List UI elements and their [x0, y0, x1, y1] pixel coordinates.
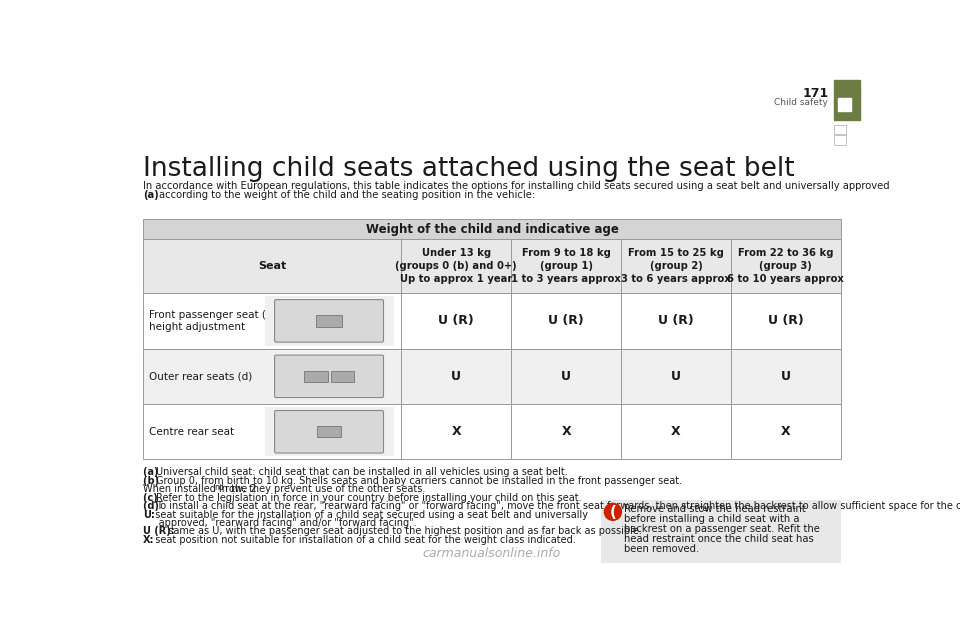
Bar — [601, 500, 841, 563]
Text: From 15 to 25 kg
(group 2)
3 to 6 years approx: From 15 to 25 kg (group 2) 3 to 6 years … — [621, 248, 731, 284]
Text: been removed.: been removed. — [624, 544, 699, 554]
Bar — [265, 407, 394, 456]
Text: From 22 to 36 kg
(group 3)
6 to 10 years approx: From 22 to 36 kg (group 3) 6 to 10 years… — [728, 248, 844, 284]
Text: (b): (b) — [143, 476, 163, 486]
Bar — [731, 293, 841, 349]
Bar — [316, 315, 343, 327]
Bar — [318, 426, 341, 437]
Text: Centre rear seat: Centre rear seat — [150, 427, 234, 436]
Text: nd: nd — [214, 483, 225, 492]
Bar — [401, 293, 511, 349]
Text: carmanualsonline.info: carmanualsonline.info — [422, 547, 562, 561]
Text: (d): (d) — [143, 501, 162, 511]
Text: X: X — [451, 425, 461, 438]
Text: Under 13 kg
(groups 0 (b) and 0+)
Up to approx 1 year: Under 13 kg (groups 0 (b) and 0+) Up to … — [396, 248, 517, 284]
Text: 171: 171 — [803, 87, 828, 100]
Text: U (R): U (R) — [548, 314, 584, 328]
Text: Front passenger seat (c) with
height adjustment: Front passenger seat (c) with height adj… — [150, 310, 301, 332]
Bar — [265, 296, 394, 346]
Bar — [511, 349, 621, 404]
Text: Child safety: Child safety — [775, 99, 828, 108]
Bar — [401, 404, 511, 460]
Bar — [621, 239, 731, 293]
Text: From 9 to 18 kg
(group 1)
1 to 3 years approx: From 9 to 18 kg (group 1) 1 to 3 years a… — [511, 248, 621, 284]
FancyBboxPatch shape — [275, 300, 383, 342]
Text: according to the weight of the child and the seating position in the vehicle:: according to the weight of the child and… — [158, 190, 535, 200]
Text: Group 0, from birth to 10 kg. Shells seats and baby carriers cannot be installed: Group 0, from birth to 10 kg. Shells sea… — [156, 476, 682, 486]
Bar — [511, 239, 621, 293]
Text: Weight of the child and indicative age: Weight of the child and indicative age — [366, 223, 618, 236]
Bar — [731, 404, 841, 460]
Text: X: X — [562, 425, 571, 438]
Bar — [834, 125, 846, 134]
Text: (a): (a) — [143, 190, 159, 200]
Bar — [621, 293, 731, 349]
Text: X:: X: — [143, 535, 155, 545]
Text: U (R): U (R) — [439, 314, 474, 328]
Text: approved, "rearward facing" and/or "forward facing".: approved, "rearward facing" and/or "forw… — [143, 518, 417, 528]
Text: same as U, with the passenger seat adjusted to the highest position and as far b: same as U, with the passenger seat adjus… — [162, 527, 641, 536]
Text: Universal child seat: child seat that can be installed in all vehicles using a s: Universal child seat: child seat that ca… — [156, 467, 567, 477]
FancyBboxPatch shape — [275, 355, 383, 397]
Bar — [401, 239, 511, 293]
Text: seat position not suitable for installation of a child seat for the weight class: seat position not suitable for installat… — [150, 535, 576, 545]
Bar — [834, 135, 846, 145]
Bar — [731, 239, 841, 293]
Text: U: U — [561, 370, 571, 383]
Text: before installing a child seat with a: before installing a child seat with a — [624, 514, 800, 524]
Bar — [731, 349, 841, 404]
Bar — [143, 220, 841, 239]
Text: U: U — [671, 370, 681, 383]
Text: head restraint once the child seat has: head restraint once the child seat has — [624, 534, 813, 544]
Bar — [265, 352, 394, 401]
Text: (c): (c) — [143, 493, 161, 502]
Bar — [511, 293, 621, 349]
Bar — [304, 371, 327, 382]
Bar — [143, 293, 401, 349]
Bar — [143, 404, 401, 460]
Bar — [143, 349, 401, 404]
FancyBboxPatch shape — [275, 410, 383, 453]
Text: (: ( — [610, 505, 616, 520]
Text: U: U — [451, 370, 461, 383]
Bar — [143, 239, 401, 293]
Text: Refer to the legislation in force in your country before installing your child o: Refer to the legislation in force in you… — [156, 493, 581, 502]
Text: seat suitable for the installation of a child seat secured using a seat belt and: seat suitable for the installation of a … — [150, 509, 588, 520]
Text: U: U — [780, 370, 791, 383]
Bar — [834, 80, 860, 120]
Text: backrest on a passenger seat. Refit the: backrest on a passenger seat. Refit the — [624, 524, 820, 534]
Bar — [621, 404, 731, 460]
Bar — [330, 371, 354, 382]
Text: When installed in the 2: When installed in the 2 — [143, 484, 257, 494]
Bar — [401, 349, 511, 404]
Text: X: X — [781, 425, 791, 438]
Text: Remove and stow the head restraint: Remove and stow the head restraint — [624, 504, 805, 514]
Text: row, they prevent use of the other seats.: row, they prevent use of the other seats… — [223, 484, 425, 494]
Text: Installing child seats attached using the seat belt: Installing child seats attached using th… — [143, 156, 795, 182]
Bar — [838, 99, 851, 111]
Text: U (R): U (R) — [768, 314, 804, 328]
Text: To install a child seat at the rear, "rearward facing" or "forward facing", move: To install a child seat at the rear, "re… — [156, 501, 960, 511]
Text: Outer rear seats (d): Outer rear seats (d) — [150, 371, 252, 381]
Text: Seat: Seat — [258, 261, 286, 271]
Text: X: X — [671, 425, 681, 438]
Text: (a): (a) — [143, 467, 162, 477]
Bar — [511, 404, 621, 460]
Text: U:: U: — [143, 509, 156, 520]
Text: U (R):: U (R): — [143, 527, 175, 536]
Text: U (R): U (R) — [659, 314, 694, 328]
Bar — [621, 349, 731, 404]
Text: In accordance with European regulations, this table indicates the options for in: In accordance with European regulations,… — [143, 180, 890, 191]
Circle shape — [605, 504, 621, 520]
